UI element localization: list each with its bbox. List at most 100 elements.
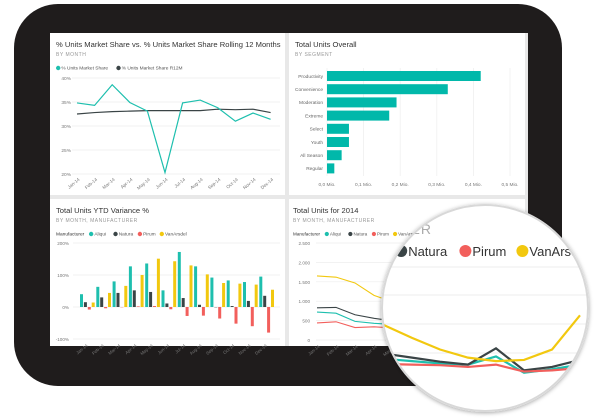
y-tick-label: 25% <box>61 148 71 154</box>
x-tick-label: Feb-14 <box>326 344 340 357</box>
legend-label: VanArsdel <box>165 232 187 238</box>
category-label: Youth <box>311 140 323 146</box>
magnified-series-line <box>382 332 581 372</box>
y-tick-label: 2.000 <box>299 260 311 265</box>
x-tick-label: May-14 <box>136 177 151 191</box>
bar <box>327 150 342 161</box>
x-tick-label: Mar-14 <box>101 177 116 190</box>
magnified-legend-title: Manufacturer <box>251 244 328 259</box>
units-by-segment-chart: 0,0 Mio. 0,1 Mio. 0,2 Mio. 0,3 Mio. 0,4 Mio.… <box>295 68 519 188</box>
x-tick-label: Feb-14 <box>84 177 99 190</box>
tile-market-share[interactable] <box>50 33 285 195</box>
x-tick-label: May-14 <box>139 343 154 357</box>
bar <box>327 71 481 81</box>
x-tick-label: Jul-14 <box>173 177 186 189</box>
tile-subtitle: BY MONTH, MANUFACTURER <box>56 218 138 224</box>
tile-ytd-variance[interactable] <box>50 199 285 346</box>
bar <box>259 276 263 307</box>
x-tick-label: Aug-14 <box>189 177 204 191</box>
bar <box>165 303 169 307</box>
y-tick-label: 1.500 <box>299 280 311 285</box>
legend-marker <box>113 231 118 237</box>
legend-marker <box>137 231 143 237</box>
legend-marker <box>116 65 121 71</box>
bar <box>128 266 132 307</box>
bar <box>327 97 397 108</box>
magnified-legend-marker <box>459 245 472 257</box>
x-tick-label: Feb-14 <box>91 343 105 356</box>
legend-label: Aliqui <box>330 232 341 237</box>
magnified-legend-marker <box>331 245 343 257</box>
magnified-series-line <box>382 353 581 373</box>
x-tick-label: Jan-14 <box>75 343 89 356</box>
bar <box>234 307 238 324</box>
y-tick-label: 500 <box>302 319 310 324</box>
magnified-legend-label: Natura <box>408 244 448 259</box>
x-tick-label: Jun-14 <box>155 177 169 190</box>
bar <box>327 84 448 95</box>
bar <box>254 284 258 307</box>
legend-marker <box>348 231 353 237</box>
bar <box>140 275 144 307</box>
bar <box>173 261 177 307</box>
tile-subtitle: BY SEGMENT <box>295 52 333 58</box>
bar <box>218 307 222 319</box>
bar <box>108 292 111 307</box>
legend-label: VanArsdel <box>398 232 419 237</box>
magnified-legend-label: Pirum <box>472 244 506 259</box>
bar <box>181 298 185 307</box>
bar <box>116 292 120 307</box>
bar <box>132 290 136 307</box>
category-label: Extreme <box>305 113 323 119</box>
bar <box>153 306 156 307</box>
bar <box>91 302 95 307</box>
legend-marker <box>324 231 329 237</box>
x-tick-label: Aug-14 <box>189 343 203 356</box>
legend-marker <box>56 65 61 71</box>
bar <box>177 251 181 307</box>
category-label: Productivity <box>298 74 323 80</box>
bar <box>263 295 267 307</box>
y-tick-label: 20% <box>61 172 71 178</box>
tile-subtitle: BY MONTH <box>56 52 86 58</box>
legend-title: Manufacturer <box>56 232 85 238</box>
y-tick-label: 2.500 <box>299 241 311 246</box>
magnified-legend-marker <box>516 245 529 257</box>
x-tick-label: Jul-14 <box>174 343 187 355</box>
y-tick-label: -100% <box>56 337 69 342</box>
magnifier-rim <box>381 204 589 412</box>
ytd-variance-chart: Manufacturer Aliqui Natura Pirum VanArsdel -1… <box>56 232 280 356</box>
legend-label: Natura <box>353 232 367 237</box>
y-tick-label: 0% <box>62 305 69 310</box>
bar <box>145 263 149 307</box>
x-tick-label: Oct-14 <box>222 343 236 356</box>
bar <box>327 163 335 174</box>
bar <box>205 274 209 307</box>
x-tick-label: 0,1 Mio. <box>355 182 372 188</box>
bar <box>201 307 205 316</box>
bar <box>243 282 246 307</box>
legend-title: Manufacturer <box>293 232 321 237</box>
bar <box>189 265 193 307</box>
bar <box>83 302 87 307</box>
category-label: Regular <box>306 166 323 172</box>
x-tick-label: Nov-14 <box>238 343 252 356</box>
x-tick-label: Nov-14 <box>242 177 257 191</box>
tile-title: % Units Market Share vs. % Units Market … <box>56 40 281 49</box>
tile-subtitle: BY MONTH, MANUFACTURER <box>293 218 375 224</box>
legend-marker <box>88 231 94 237</box>
bar <box>198 304 201 307</box>
bar <box>246 300 250 307</box>
y-tick-label: 0 <box>307 338 310 343</box>
y-tick-label: 35% <box>61 100 71 106</box>
legend-label: Natura <box>119 232 134 238</box>
tile-title: Total Units Overall <box>295 40 357 49</box>
bar <box>185 307 189 316</box>
x-tick-label: Jan-14 <box>67 177 81 190</box>
tile-title: Total Units YTD Variance % <box>56 206 149 215</box>
legend-label: Pirum <box>143 232 156 238</box>
legend-label: Aliqui <box>94 232 106 238</box>
category-label: Moderation <box>299 100 323 106</box>
bar <box>100 297 104 307</box>
